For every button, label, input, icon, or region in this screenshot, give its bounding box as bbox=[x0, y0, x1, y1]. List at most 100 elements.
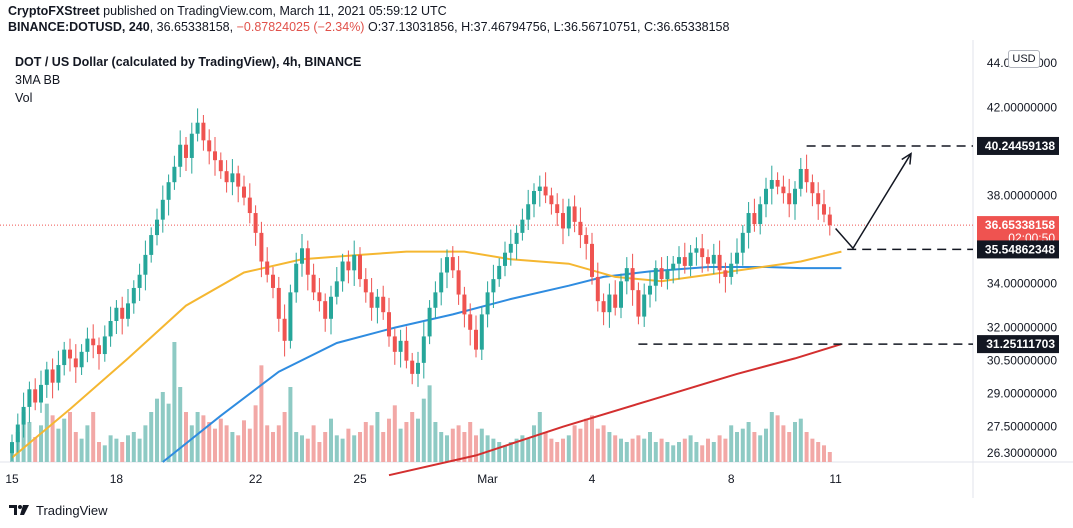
legend-indicator[interactable]: 3MA BB bbox=[15, 73, 61, 87]
candle bbox=[682, 242, 687, 274]
candle bbox=[653, 260, 658, 302]
legend-title[interactable]: DOT / US Dollar (calculated by TradingVi… bbox=[15, 55, 362, 69]
price-chart[interactable]: 44.0000000042.0000000038.0000000034.0000… bbox=[0, 40, 1073, 498]
candle bbox=[543, 172, 548, 204]
candle bbox=[68, 338, 72, 372]
candle bbox=[137, 263, 142, 301]
volume-bar bbox=[694, 442, 699, 462]
candle-body bbox=[15, 424, 20, 443]
candle-body bbox=[810, 182, 815, 194]
candle-body bbox=[735, 252, 739, 264]
candle bbox=[456, 256, 461, 305]
y-tick-label: 32.00000000 bbox=[987, 321, 1057, 335]
candle-body bbox=[445, 257, 449, 273]
volume-bar bbox=[711, 442, 716, 462]
candle bbox=[97, 337, 101, 370]
volume-bar bbox=[532, 425, 536, 462]
candle bbox=[311, 263, 316, 301]
candle bbox=[294, 252, 299, 303]
x-tick-label: Mar bbox=[477, 472, 498, 486]
candle bbox=[474, 315, 478, 358]
ma-mid-line bbox=[162, 266, 842, 463]
candle bbox=[740, 225, 745, 266]
volume-bar bbox=[827, 452, 832, 462]
volume-bar bbox=[601, 425, 606, 462]
volume-bar bbox=[555, 442, 560, 462]
candle-body bbox=[317, 292, 322, 302]
volume-bar bbox=[677, 442, 681, 462]
volume-bar bbox=[433, 422, 438, 462]
volume-bar bbox=[630, 438, 635, 462]
candle-body bbox=[363, 279, 368, 293]
volume-bar bbox=[624, 442, 629, 462]
candle bbox=[735, 238, 739, 275]
price-change: −0.87824025 (−2.34%) bbox=[236, 20, 365, 34]
candle-body bbox=[822, 204, 826, 215]
volume-bar bbox=[189, 425, 194, 462]
candle-body bbox=[334, 281, 339, 297]
candle bbox=[416, 351, 420, 387]
legend-volume[interactable]: Vol bbox=[15, 91, 33, 105]
candle bbox=[479, 306, 484, 360]
candle-body bbox=[729, 263, 734, 277]
volume-bar bbox=[410, 412, 415, 462]
candle bbox=[485, 281, 490, 328]
candle-body bbox=[155, 219, 159, 236]
volume-bar bbox=[665, 442, 670, 462]
candle-body bbox=[798, 168, 803, 189]
candle bbox=[700, 233, 705, 273]
volume-bar bbox=[282, 412, 287, 462]
y-tick-label: 30.50000000 bbox=[987, 354, 1057, 368]
candle-body bbox=[102, 336, 107, 355]
chart-legend: DOT / US Dollar (calculated by TradingVi… bbox=[15, 53, 361, 107]
volume-bar bbox=[590, 415, 594, 462]
candle-body bbox=[526, 204, 531, 220]
candle bbox=[10, 434, 14, 461]
candle bbox=[56, 350, 61, 391]
candle-body bbox=[653, 268, 658, 286]
volume-bar bbox=[143, 425, 148, 462]
candle-body bbox=[624, 268, 629, 282]
volume-bar bbox=[479, 428, 484, 462]
candle bbox=[764, 177, 768, 218]
candle-body bbox=[131, 287, 136, 304]
candle-body bbox=[10, 442, 14, 454]
currency-badge[interactable]: USD bbox=[1008, 50, 1040, 68]
candle-body bbox=[392, 336, 397, 352]
ma-fast-line bbox=[11, 250, 842, 459]
volume-bar bbox=[764, 428, 768, 462]
volume-bar bbox=[439, 432, 444, 462]
candle-body bbox=[590, 243, 594, 277]
candle-body bbox=[595, 276, 600, 302]
footer-brand[interactable]: TradingView bbox=[8, 500, 108, 520]
candle bbox=[514, 225, 519, 260]
candle bbox=[172, 155, 177, 190]
y-tick-label: 38.00000000 bbox=[987, 188, 1057, 202]
volume-bar bbox=[717, 435, 722, 462]
candle bbox=[816, 182, 821, 220]
volume-bar bbox=[265, 425, 270, 462]
candle-body bbox=[85, 338, 90, 352]
volume-bar bbox=[688, 435, 693, 462]
candle bbox=[566, 198, 571, 237]
candle bbox=[126, 289, 130, 327]
candle-body bbox=[242, 186, 246, 198]
candle bbox=[642, 283, 647, 327]
candle-body bbox=[543, 186, 548, 196]
candle bbox=[723, 262, 728, 293]
x-tick-label: 11 bbox=[829, 472, 842, 486]
candle-body bbox=[746, 213, 751, 233]
volume-bar bbox=[456, 425, 461, 462]
volume-bar bbox=[520, 435, 525, 462]
high-value: 37.46794756 bbox=[473, 20, 547, 34]
volume-bar bbox=[166, 403, 171, 462]
candle-body bbox=[236, 173, 241, 187]
y-tick-label: 26.30000000 bbox=[987, 446, 1057, 460]
candle-body bbox=[33, 389, 38, 403]
volume-bar bbox=[584, 418, 589, 462]
candle bbox=[752, 198, 757, 232]
candle bbox=[590, 232, 594, 285]
candle-body bbox=[450, 257, 455, 271]
candle-body bbox=[514, 232, 519, 244]
publisher-name[interactable]: CryptoFXStreet bbox=[8, 4, 100, 18]
